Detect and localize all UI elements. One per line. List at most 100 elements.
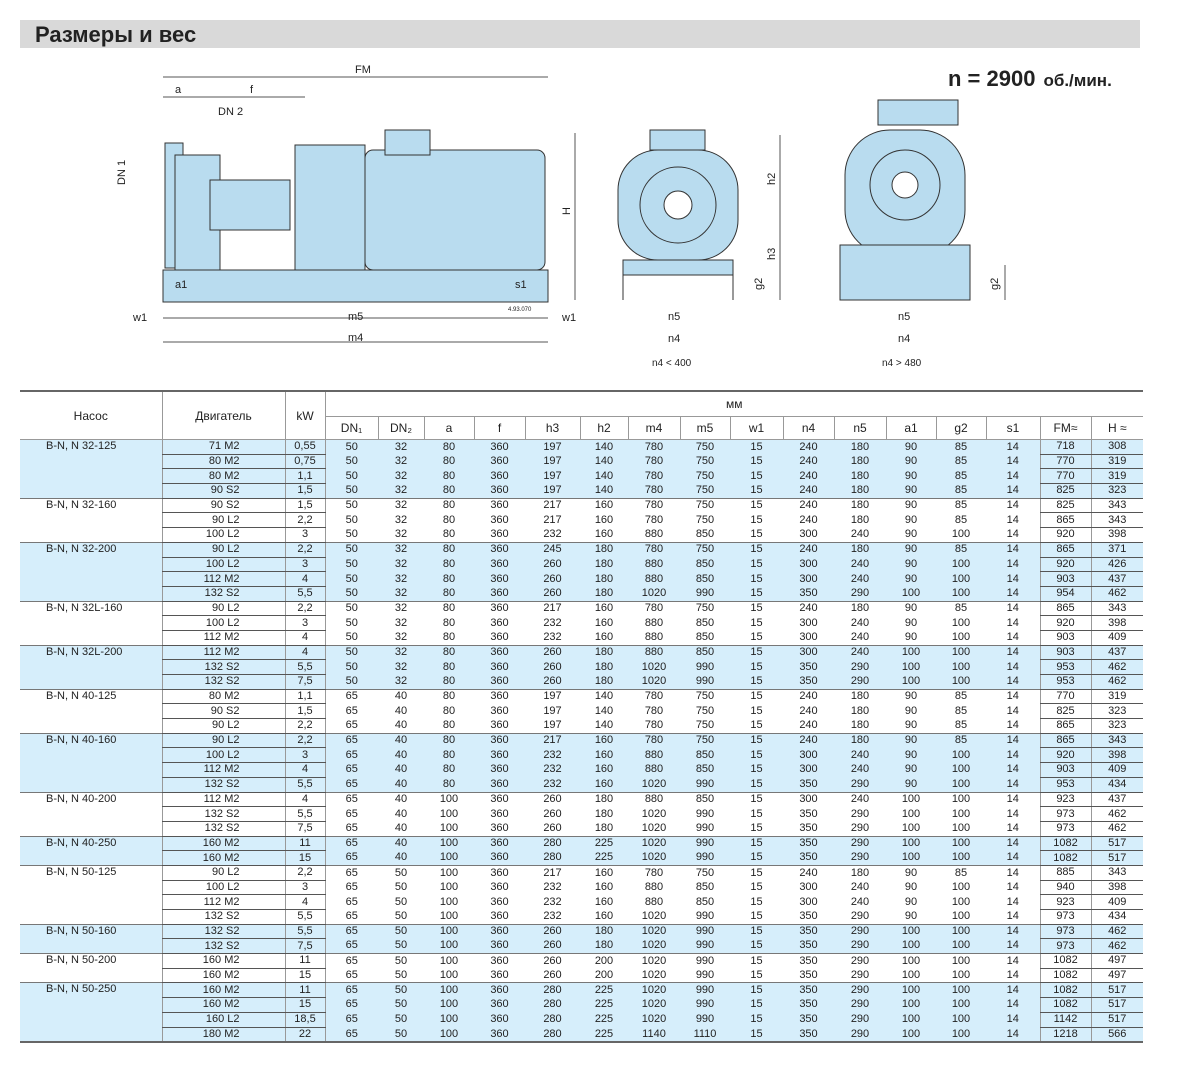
fm-cell: 940 [1039,880,1091,896]
motor-cell: 100 L2 [161,615,285,631]
cell-value: 232 [543,616,562,629]
fm-cell: 923 [1039,791,1091,808]
cell-value: 32 [378,571,424,587]
cell-value: 80 [424,688,474,704]
cell-value: 360 [474,674,525,690]
speed-value: n = 2900 [948,66,1036,91]
header-col: h2 [579,416,628,440]
table-row: 160 M2 15 65 40 100 360 280 225 1020 990 15 350 290 1… [20,850,1143,866]
cell-value: 50 [324,586,378,602]
cell-value: 750 [680,468,730,484]
cell-value: 880 [628,747,680,763]
fm-cell: 825 [1039,483,1091,499]
h-cell: 462 [1090,806,1143,822]
cell-value: 140 [580,483,628,499]
cell-value: 990 [695,821,715,834]
kw-cell: 5,5 [284,909,325,925]
label-DN1: DN 1 [116,160,128,185]
cell-value: 100 [424,953,474,969]
table-row: 132 S2 5,5 65 50 100 360 232 160 1020 990 15 350 290… [20,909,1143,925]
fm-cell: 920 [1039,557,1091,573]
cell-value: 40 [394,704,408,717]
cell-value: 14 [986,1012,1040,1027]
kw-cell: 0,55 [284,439,325,455]
cell-value: 90 [904,910,918,923]
cell-value: 15 [750,631,763,644]
cell-value: 350 [783,777,834,792]
cell-value: 85 [936,483,986,499]
h-cell: 343 [1090,512,1143,529]
fm-cell: 973 [1039,909,1091,925]
cell-value: 65 [324,791,378,807]
kw-cell: 3 [284,527,325,543]
fm-cell: 770 [1039,468,1091,485]
cell-value: 225 [580,850,628,866]
h-cell: 343 [1090,732,1143,749]
label-m4: m4 [348,332,363,344]
cell-value: 260 [525,923,580,939]
label-n4-1: n4 [668,333,680,345]
cell-value: 50 [324,454,378,469]
cell-value: 14 [986,997,1040,1013]
cell-value: 300 [799,880,818,893]
cell-value: 160 [580,777,628,792]
label-H: H [561,207,573,215]
cell-value: 65 [324,850,378,866]
cell-value: 100 [936,659,986,675]
cell-value: 850 [695,895,715,908]
cell-value: 32 [378,644,424,660]
cell-value: 180 [594,821,614,834]
cell-value: 14 [986,571,1040,587]
cell-value: 100 [886,982,936,998]
cell-value: 65 [324,1012,378,1027]
cell-value: 217 [525,864,580,881]
cell-value: 990 [680,850,730,866]
cell-value: 32 [378,586,424,602]
cell-value: 80 [424,659,474,675]
cell-value: 990 [680,953,730,969]
cell-value: 240 [850,528,870,541]
cell-value: 65 [324,718,378,734]
cell-value: 360 [490,704,509,717]
cell-value: 15 [750,821,763,834]
cell-value: 15 [730,541,783,557]
motor-cell: 90 S2 [161,497,285,514]
table-row: 132 S2 5,5 50 32 80 360 260 180 1020 990 15 350 290 1… [20,586,1143,602]
motor-cell: 90 L2 [161,512,285,529]
fm-cell: 770 [1039,454,1091,470]
caption-n4-small: n4 < 400 [652,358,692,369]
h-cell: 497 [1090,968,1143,984]
cell-value: 50 [324,468,378,484]
cell-value: 15 [730,454,783,469]
cell-value: 880 [644,631,664,644]
motor-cell: 160 M2 [161,997,285,1013]
cell-value: 14 [986,541,1040,557]
cell-value: 50 [378,1012,424,1027]
cell-value: 15 [730,688,783,704]
cell-value: 65 [324,777,378,792]
cell-value: 90 [886,762,936,778]
cell-value: 880 [644,895,664,908]
motor-cell: 132 S2 [161,821,285,837]
cell-value: 180 [594,807,614,820]
cell-value: 880 [628,557,680,572]
table-row: 112 M2 4 50 32 80 360 260 180 880 850 15 300 240 90 10… [20,571,1143,587]
h-cell: 426 [1090,557,1143,573]
cell-value: 780 [628,864,680,881]
cell-value: 260 [525,659,580,675]
cell-value: 50 [324,439,378,455]
cell-value: 100 [936,791,986,807]
cell-value: 360 [474,747,525,763]
cell-value: 180 [580,659,628,675]
motor-cell: 132 S2 [161,674,285,690]
label-n5-1: n5 [668,311,680,323]
cell-value: 350 [783,659,834,675]
cell-value: 14 [986,557,1040,572]
cell-value: 100 [886,923,936,939]
label-DN2: DN 2 [218,106,243,118]
cell-value: 15 [730,468,783,484]
table-row: 100 L2 3 65 40 80 360 232 160 880 850 15 300 240 90 10… [20,747,1143,764]
motor-cell: 132 S2 [161,806,285,822]
cell-value: 780 [644,513,664,526]
fm-cell: 953 [1039,777,1091,793]
